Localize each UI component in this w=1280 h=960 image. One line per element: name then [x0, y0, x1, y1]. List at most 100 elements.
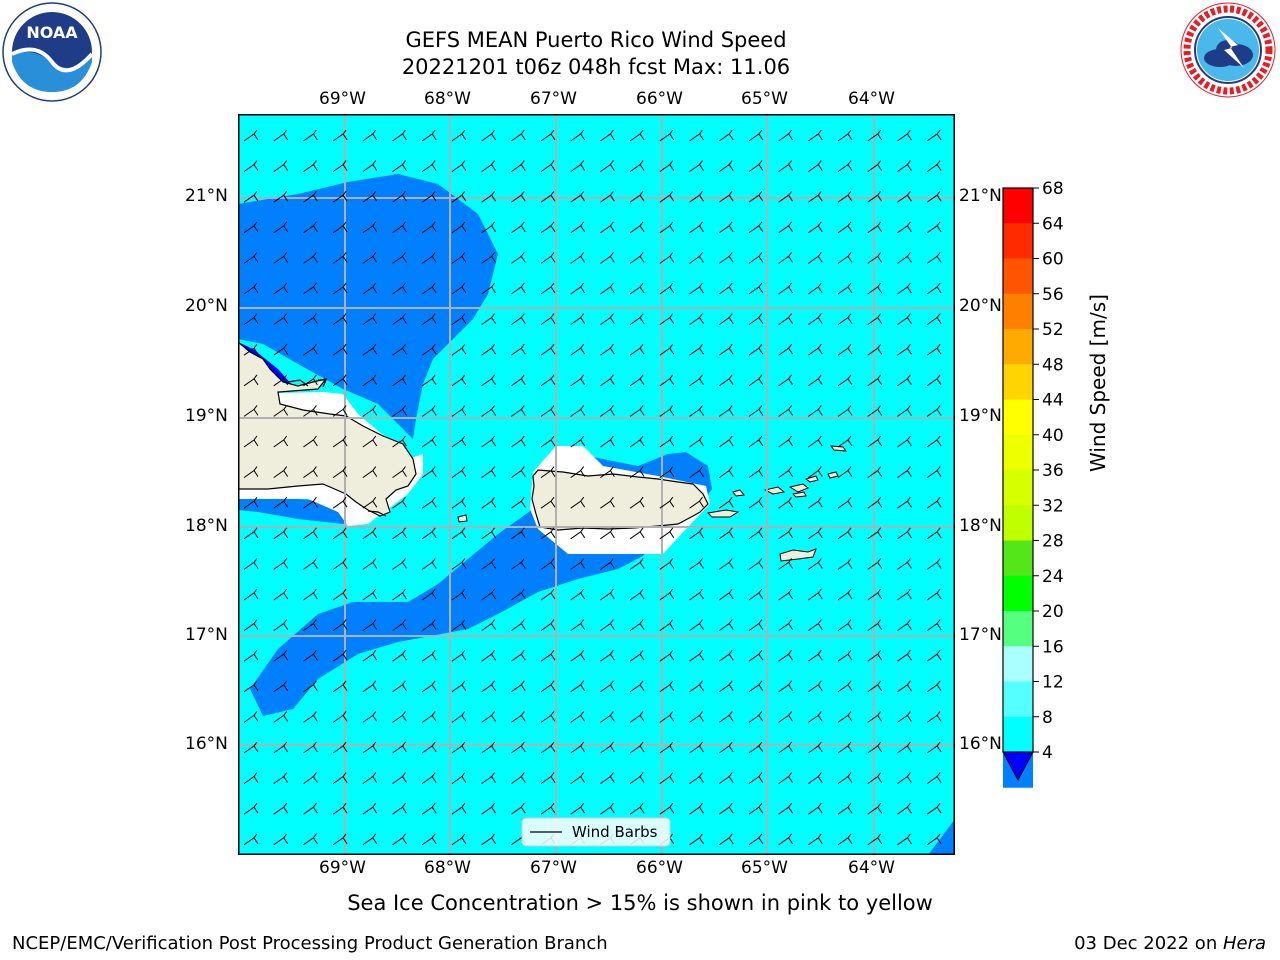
wind-barb: [629, 772, 645, 785]
wind-barb: [600, 527, 615, 540]
wind-barb: [392, 711, 407, 723]
wind-barb: [629, 466, 645, 479]
colorbar-label: Wind Speed [m/s]: [1086, 294, 1110, 472]
wind-barb: [540, 496, 556, 509]
wind-barb: [718, 802, 734, 815]
wind-barb: [718, 160, 734, 173]
lon-label-top: 69°W: [319, 89, 366, 109]
colorbar-tick-label: 4: [1042, 743, 1053, 763]
wind-barb: [511, 588, 526, 601]
wind-barb: [243, 527, 259, 540]
wind-barb: [511, 649, 526, 662]
wind-barb: [570, 374, 586, 387]
wind-barb: [243, 588, 259, 601]
wind-barb: [243, 558, 259, 570]
wind-barb: [511, 221, 526, 234]
wind-barb: [451, 374, 467, 387]
wind-barb: [481, 405, 497, 417]
wind-barb: [778, 252, 794, 264]
wind-barb: [718, 374, 734, 387]
wind-barb: [718, 313, 734, 326]
wind-barb: [600, 466, 615, 479]
wind-barb: [243, 619, 259, 632]
wind-barb: [778, 405, 794, 417]
wind-barb: [362, 374, 378, 387]
wind-barb: [808, 649, 823, 662]
wind-barb: [837, 374, 853, 387]
wind-barb: [332, 802, 348, 815]
land-hispaniola: [238, 341, 417, 517]
wind-barb: [362, 833, 378, 846]
wind-barb: [808, 252, 823, 264]
wind-barb: [748, 527, 764, 540]
wind-barb: [659, 221, 675, 234]
wind-barb: [897, 772, 912, 785]
wind-barb: [689, 527, 704, 540]
wind-barb: [540, 221, 556, 234]
wind-barb: [689, 190, 704, 203]
wind-barb: [481, 313, 497, 326]
wind-barb: [778, 282, 794, 295]
land-vieques: [706, 509, 740, 518]
wind-barb: [481, 221, 497, 234]
wind-barb: [629, 527, 645, 540]
wind-barb: [689, 343, 704, 356]
wind-barb: [748, 252, 764, 264]
wind-barb: [837, 190, 853, 203]
wind-barb: [718, 711, 734, 723]
wind-barb: [243, 221, 259, 234]
wind-barb: [600, 496, 615, 509]
wind-barb: [421, 711, 437, 723]
wind-barb: [897, 190, 912, 203]
wind-barb: [629, 711, 645, 723]
wind-barb: [392, 772, 407, 785]
wind-barb: [629, 558, 645, 570]
wind-barb: [659, 160, 675, 173]
colorbar-segment: [1003, 540, 1033, 577]
wind-barb: [570, 496, 586, 509]
wind-barb: [392, 496, 407, 509]
lat-label-right: 20°N: [959, 296, 1002, 316]
wind-barb: [926, 772, 942, 785]
lon-label-top: 67°W: [530, 89, 577, 109]
wind-barb: [808, 405, 823, 417]
wind-barb: [332, 160, 348, 173]
wind-barb: [362, 129, 378, 142]
wind-barb: [451, 680, 467, 693]
wind-barb: [867, 802, 883, 815]
wind-barb: [778, 649, 794, 662]
wind-barb: [629, 435, 645, 448]
wind-barb: [748, 680, 764, 693]
wind-barb: [748, 221, 764, 234]
wind-barb: [451, 160, 467, 173]
wind-barb: [570, 282, 586, 295]
wind-barb: [926, 313, 942, 326]
wind-barb: [659, 649, 675, 662]
colorbar-tick-label: 64: [1042, 214, 1064, 234]
wind-barb: [392, 741, 407, 754]
wind-barb: [867, 221, 883, 234]
wind-barb: [511, 129, 526, 142]
wind-barb: [808, 190, 823, 203]
wind-barb: [600, 160, 615, 173]
wind-barb: [540, 313, 556, 326]
wind-barb: [808, 680, 823, 693]
wind-barb: [897, 711, 912, 723]
map-legend: Wind Barbs: [521, 817, 671, 847]
wind-barb: [718, 343, 734, 356]
wind-barb: [837, 466, 853, 479]
wind-barb: [689, 435, 704, 448]
wind-barb: [481, 496, 497, 509]
wind-barb: [926, 558, 942, 570]
wind-barb: [867, 160, 883, 173]
noaa-logo: NOAA: [2, 2, 102, 102]
wind-barb: [540, 741, 556, 754]
wind-barb: [897, 160, 912, 173]
wind-barb: [659, 772, 675, 785]
wind-barb: [867, 741, 883, 754]
wind-barb: [273, 282, 289, 295]
wind-barb: [540, 252, 556, 264]
wind-barb: [689, 649, 704, 662]
wind-barb: [837, 343, 853, 356]
lat-label-left: 16°N: [185, 734, 228, 754]
